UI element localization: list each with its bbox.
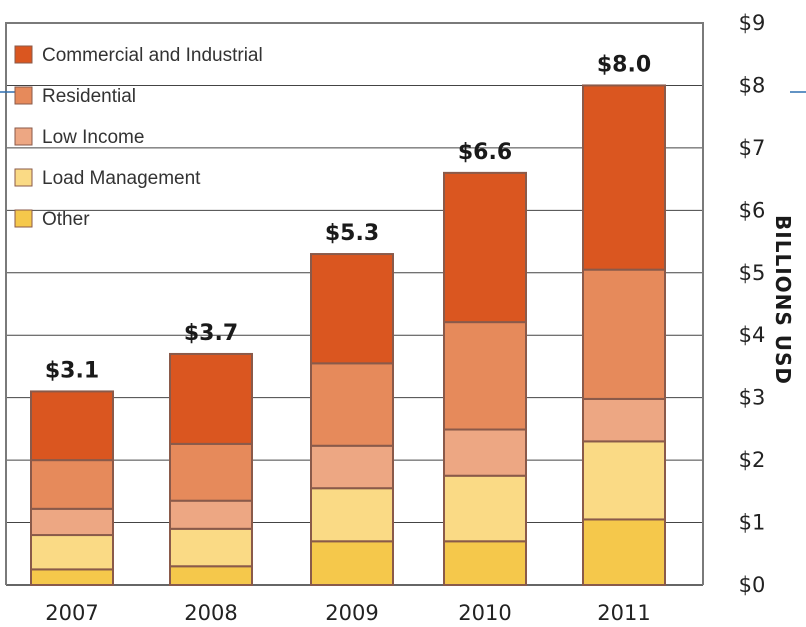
bar-segment-low-income-2010 (443, 428, 527, 477)
bar-segment-commercial-and-industrial-2009 (310, 253, 394, 365)
total-label-2007: $3.1 (45, 358, 99, 383)
y-tick-label: $4 (739, 323, 766, 347)
legend-swatch (14, 86, 33, 105)
x-category-label: 2011 (597, 601, 650, 625)
legend-swatch (14, 45, 33, 64)
bar-segment-residential-2007 (30, 459, 114, 510)
y-tick-label: $9 (739, 11, 766, 35)
bar-segment-commercial-and-industrial-2008 (169, 352, 253, 445)
bars (30, 84, 666, 587)
x-category-label: 2010 (458, 601, 511, 625)
bar-segment-other-2007 (30, 568, 114, 587)
y-tick-label: $1 (739, 511, 766, 535)
bar-segment-other-2008 (169, 565, 253, 586)
bar-segment-load-management-2007 (30, 534, 114, 571)
bar-segment-low-income-2009 (310, 444, 394, 490)
y-axis-title: BILLIONS USD (771, 215, 795, 385)
y-tick-label: $8 (739, 73, 766, 97)
legend-swatch (14, 209, 33, 228)
total-labels: $3.1 $3.7 $5.3 $6.6 $8.0 (45, 52, 651, 383)
y-tick-label: $6 (739, 198, 766, 222)
legend-label: Low Income (42, 127, 144, 148)
bar-segment-other-2009 (310, 540, 394, 586)
bar-segment-commercial-and-industrial-2007 (30, 390, 114, 462)
y-tick-label: $7 (739, 136, 766, 160)
legend-label: Load Management (42, 168, 201, 189)
y-tick-label: $2 (739, 448, 766, 472)
x-category-label: 2007 (45, 601, 98, 625)
bar-segment-load-management-2010 (443, 474, 527, 543)
y-axis-ticks: $0 $1 $2 $3 $4 $5 $6 $7 $8 $9 (739, 11, 766, 597)
y-tick-label: $3 (739, 386, 766, 410)
legend: Commercial and Industrial Residential Low … (14, 45, 263, 230)
bar-segment-residential-2011 (582, 268, 666, 400)
legend-label: Other (42, 209, 90, 230)
total-label-2011: $8.0 (597, 52, 651, 77)
legend-swatch (14, 168, 33, 187)
bar-segment-commercial-and-industrial-2010 (443, 171, 527, 324)
bar-segment-low-income-2008 (169, 499, 253, 530)
gridlines (0, 22, 806, 586)
bar-segment-commercial-and-industrial-2011 (582, 84, 666, 271)
x-category-label: 2008 (184, 601, 237, 625)
bar-segment-residential-2008 (169, 442, 253, 502)
x-axis-categories: 2007 2008 2009 2010 2011 (45, 601, 650, 625)
total-label-2010: $6.6 (458, 140, 512, 165)
total-label-2008: $3.7 (184, 321, 238, 346)
bar-segment-residential-2009 (310, 362, 394, 447)
bar-segment-load-management-2011 (582, 440, 666, 521)
bar-segment-other-2010 (443, 540, 527, 586)
bar-segment-low-income-2011 (582, 397, 666, 443)
legend-swatch (14, 127, 33, 146)
y-tick-label: $0 (739, 573, 766, 597)
bar-segment-other-2011 (582, 518, 666, 587)
legend-label: Residential (42, 86, 136, 107)
bar-segment-residential-2010 (443, 321, 527, 431)
bar-segment-low-income-2007 (30, 507, 114, 537)
legend-label: Commercial and Industrial (42, 45, 263, 66)
total-label-2009: $5.3 (325, 221, 379, 246)
x-category-label: 2009 (325, 601, 378, 625)
bar-segment-load-management-2009 (310, 487, 394, 543)
y-tick-label: $5 (739, 261, 766, 285)
plot-frame (5, 22, 704, 585)
bar-segment-load-management-2008 (169, 527, 253, 568)
